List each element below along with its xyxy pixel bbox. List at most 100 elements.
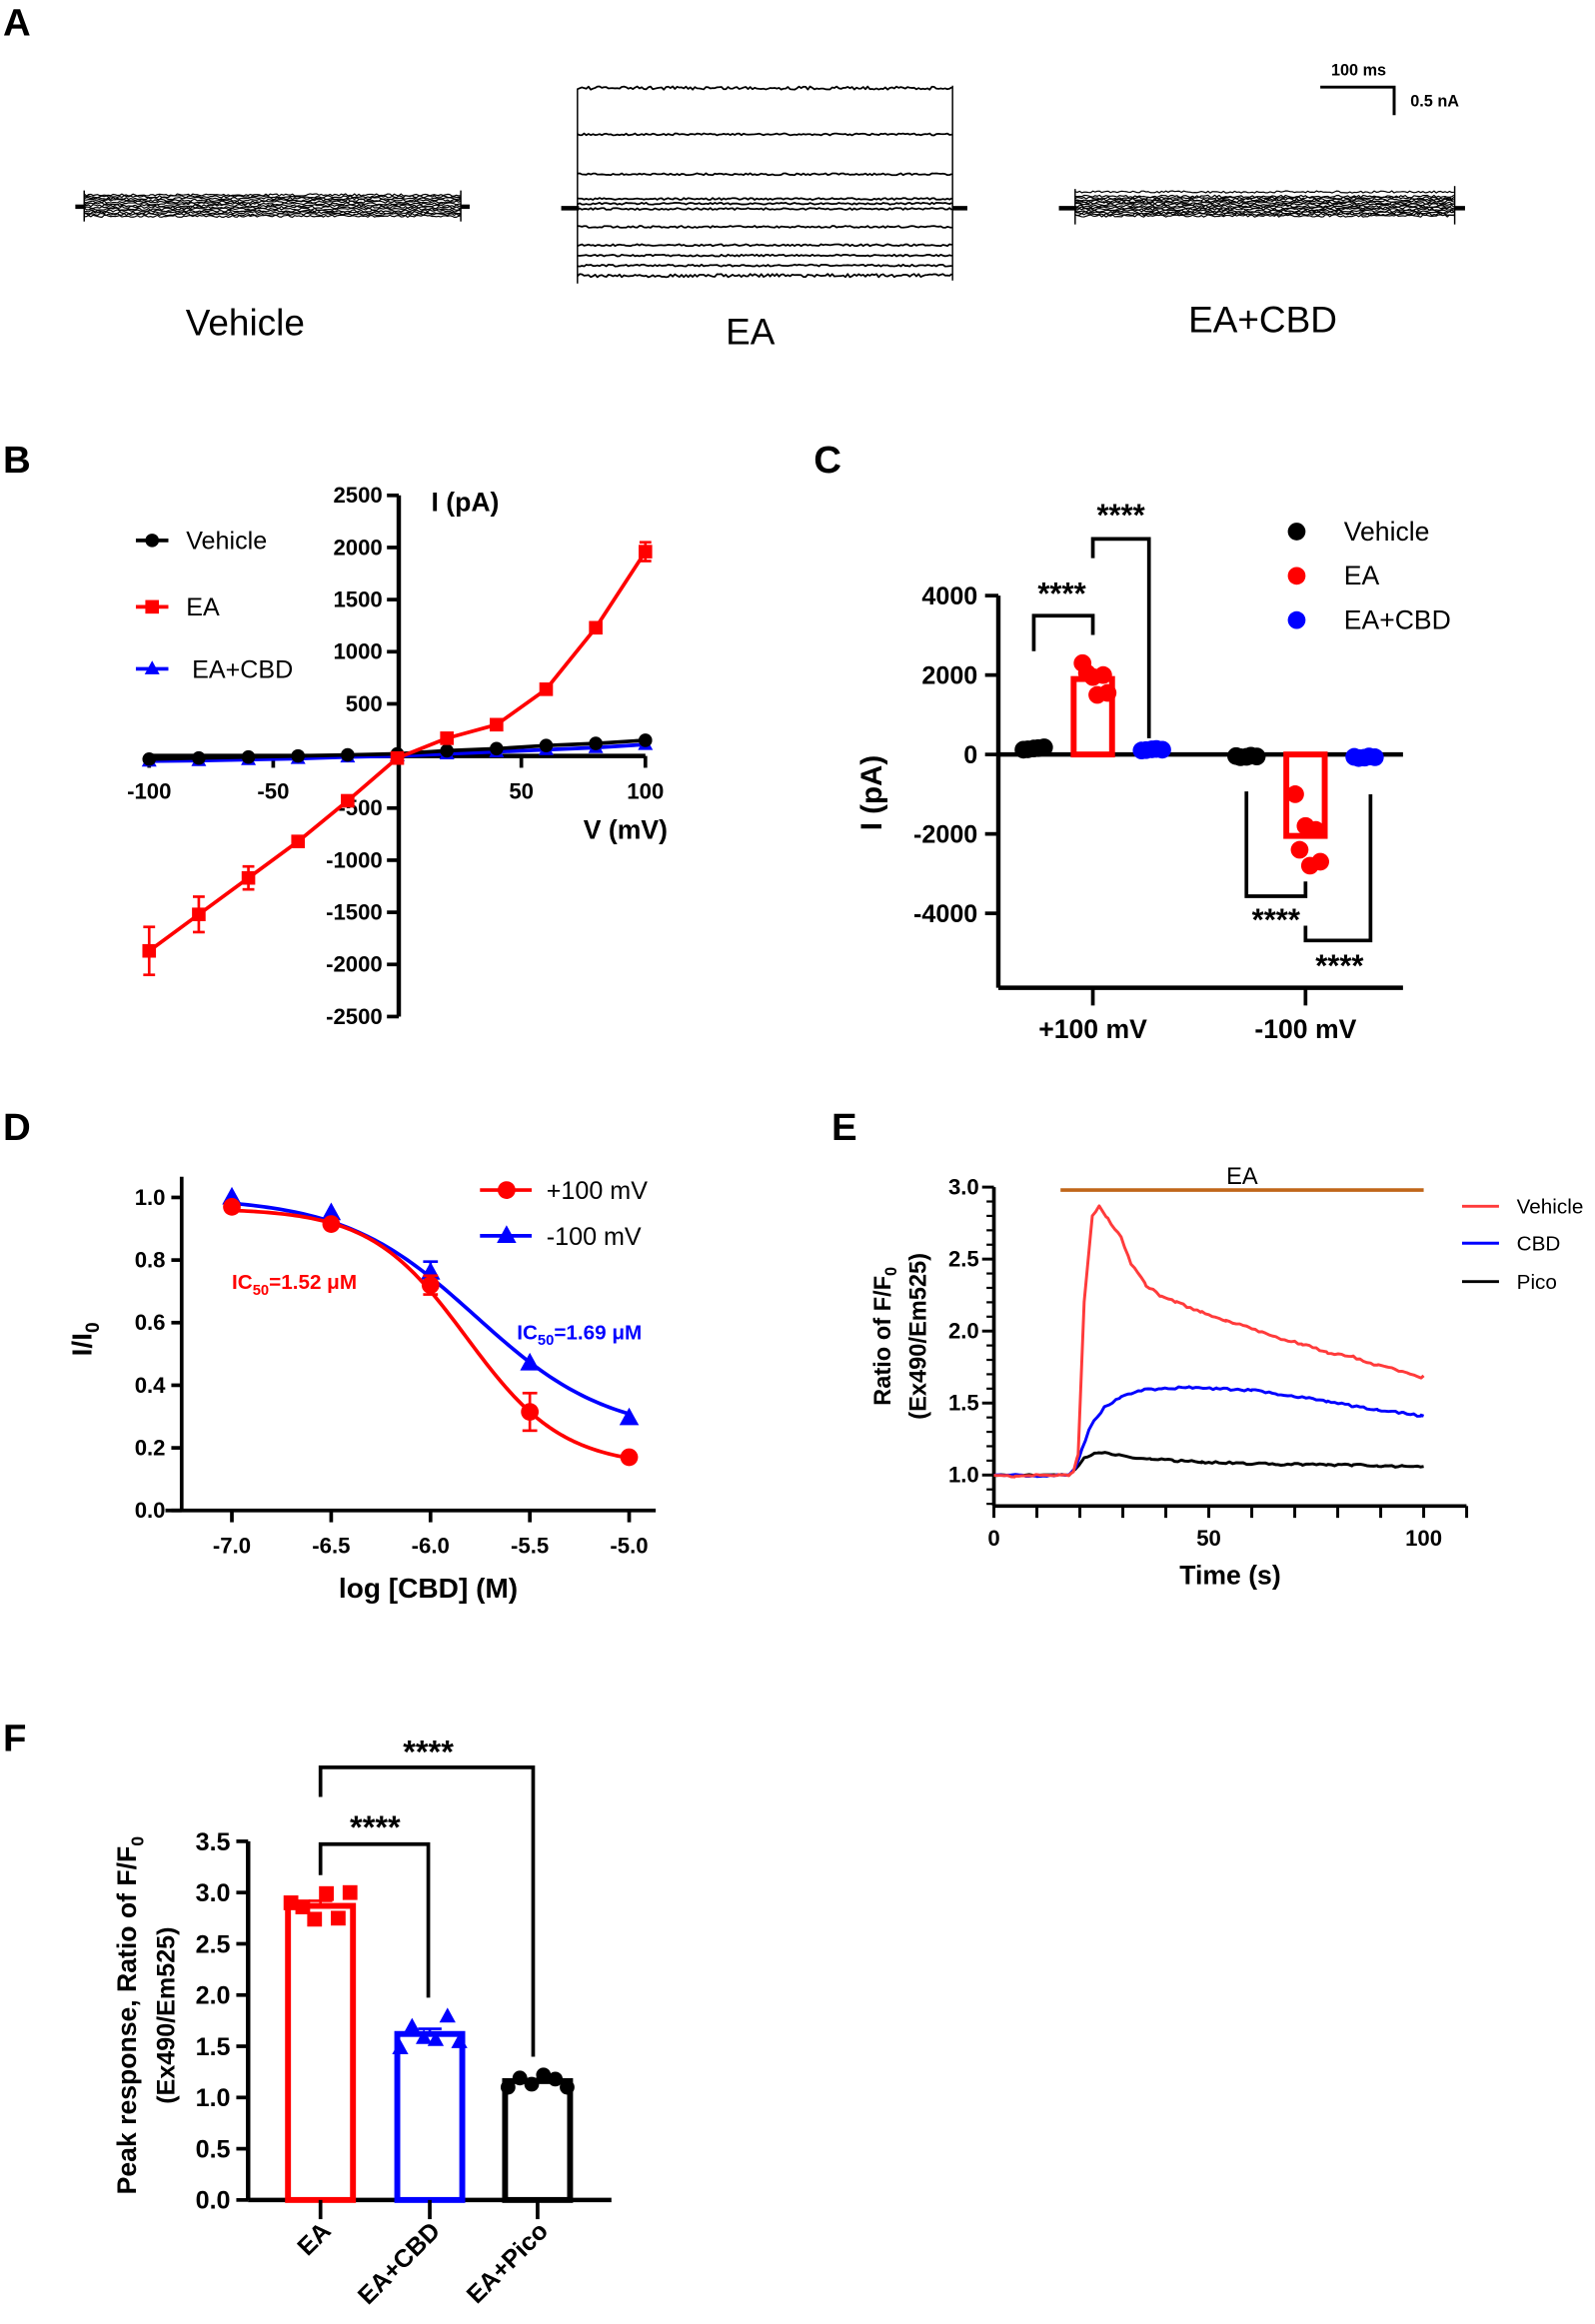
data-point bbox=[1286, 785, 1304, 803]
f-ylabel-line1: Peak response, Ratio of F/F0 bbox=[112, 1836, 147, 2195]
e-ylabel-line1: Ratio of F/F0 bbox=[870, 1267, 900, 1406]
significance-bracket bbox=[1244, 791, 1308, 898]
vehicle-trace bbox=[83, 193, 462, 197]
data-point bbox=[440, 731, 454, 745]
b-xlabel: V (mV) bbox=[584, 814, 668, 844]
data-point bbox=[1360, 747, 1378, 765]
significance-bracket bbox=[318, 1841, 431, 1998]
vehicle-trace bbox=[84, 202, 462, 206]
data-point bbox=[589, 736, 603, 750]
ea-trace bbox=[577, 253, 952, 258]
y-tick-label: -2500 bbox=[326, 1004, 383, 1029]
legend-label: Vehicle bbox=[186, 528, 267, 556]
vehicle-trace bbox=[83, 195, 462, 199]
ic50-prefix: IC bbox=[232, 1271, 253, 1294]
bar bbox=[285, 1902, 357, 2203]
ic50-prefix: IC bbox=[517, 1321, 538, 1344]
legend-label: Vehicle bbox=[1517, 1196, 1584, 1219]
data-point bbox=[560, 2079, 575, 2095]
y-tick-label: -1000 bbox=[326, 847, 383, 872]
category-label: -100 mV bbox=[1254, 1014, 1356, 1044]
series-line-vehicle bbox=[993, 1204, 1425, 1479]
ea-cbd-trace bbox=[1074, 199, 1455, 204]
vehicle-trace bbox=[84, 214, 462, 219]
x-tick-label: -6.0 bbox=[412, 1534, 450, 1559]
data-point bbox=[295, 1899, 311, 1914]
y-tick-label: 0.6 bbox=[135, 1310, 166, 1335]
bar bbox=[394, 2030, 466, 2203]
bar bbox=[502, 2077, 574, 2203]
condition-label-vehicle: Vehicle bbox=[186, 302, 305, 343]
vehicle-trace bbox=[84, 212, 462, 217]
data-point bbox=[142, 751, 157, 766]
ea-cbd-trace bbox=[1074, 209, 1455, 213]
legend-label: Pico bbox=[1517, 1271, 1557, 1294]
y-tick-label: 3.5 bbox=[196, 1828, 231, 1856]
data-point bbox=[620, 1448, 639, 1467]
data-point bbox=[390, 750, 405, 765]
scale-bar bbox=[1320, 85, 1396, 116]
vehicle-trace bbox=[83, 196, 462, 201]
legend-marker bbox=[144, 660, 160, 674]
data-point bbox=[223, 1197, 241, 1216]
legend-marker bbox=[498, 1181, 516, 1199]
x-tick-label: 50 bbox=[509, 778, 534, 803]
scale-bar-time-label: 100 ms bbox=[1331, 61, 1386, 79]
panel-e-time-course: Time (s) Ratio of F/F0 (Ex490/Em525) 1.0… bbox=[870, 1164, 1583, 1590]
ea-trace bbox=[577, 197, 952, 201]
category-label: EA bbox=[292, 2217, 336, 2261]
f-ylabel-line2: (Ex490/Em525) bbox=[152, 1927, 180, 2104]
x-tick-label: -7.0 bbox=[213, 1534, 251, 1559]
data-point bbox=[619, 1407, 640, 1426]
ea-cbd-trace bbox=[1074, 196, 1455, 200]
y-tick-label: -1500 bbox=[326, 899, 383, 924]
data-point bbox=[451, 2033, 468, 2048]
data-point bbox=[192, 907, 206, 921]
e-xlabel: Time (s) bbox=[1179, 1561, 1280, 1591]
category-label: EA+CBD bbox=[353, 2217, 446, 2310]
data-point bbox=[341, 793, 355, 808]
y-tick-label: 1.5 bbox=[196, 2033, 231, 2061]
c-ylabel: I (pA) bbox=[855, 755, 888, 830]
ea-trace bbox=[577, 225, 952, 229]
legend-label: +100 mV bbox=[547, 1177, 648, 1205]
data-point bbox=[241, 870, 256, 885]
data-point bbox=[490, 717, 504, 732]
data-point bbox=[512, 2070, 528, 2086]
data-point bbox=[1290, 840, 1309, 859]
ic50-label: IC50=1.52 μM bbox=[232, 1271, 357, 1299]
significance-label: **** bbox=[1096, 498, 1145, 533]
legend-label: EA bbox=[186, 593, 220, 621]
data-point bbox=[421, 1276, 440, 1295]
ic50-subscript: 50 bbox=[538, 1333, 554, 1349]
significance-label: **** bbox=[1252, 902, 1301, 937]
data-point bbox=[283, 1895, 299, 1910]
data-point bbox=[638, 733, 653, 747]
x-tick-label: 100 bbox=[627, 778, 664, 803]
series-line-pico bbox=[993, 1451, 1424, 1478]
x-tick-label: 50 bbox=[1196, 1526, 1221, 1551]
data-point bbox=[1147, 739, 1165, 758]
y-tick-label: 2500 bbox=[333, 483, 382, 508]
data-point bbox=[1311, 852, 1329, 871]
data-point bbox=[342, 1884, 358, 1900]
data-point bbox=[1098, 683, 1117, 702]
y-tick-label: 4000 bbox=[921, 582, 977, 610]
panel-label-e: E bbox=[831, 1106, 857, 1149]
legend-label: EA+CBD bbox=[192, 655, 293, 683]
vehicle-trace bbox=[84, 200, 462, 204]
category-label: EA+Pico bbox=[462, 2217, 554, 2309]
x-tick-label: 0 bbox=[987, 1526, 999, 1551]
ea-cbd-trace bbox=[1074, 198, 1455, 202]
data-point bbox=[490, 741, 504, 756]
data-point bbox=[520, 1352, 540, 1371]
significance-label: **** bbox=[403, 1734, 454, 1769]
data-point bbox=[1241, 746, 1260, 765]
data-point bbox=[1306, 820, 1325, 839]
y-tick-label: 2.5 bbox=[948, 1247, 979, 1272]
y-tick-label: 0.0 bbox=[196, 2187, 231, 2215]
significance-bracket bbox=[318, 1765, 536, 2057]
y-tick-label: -2000 bbox=[326, 952, 383, 977]
ea-cbd-trace bbox=[1074, 202, 1454, 207]
data-point bbox=[404, 2017, 421, 2033]
